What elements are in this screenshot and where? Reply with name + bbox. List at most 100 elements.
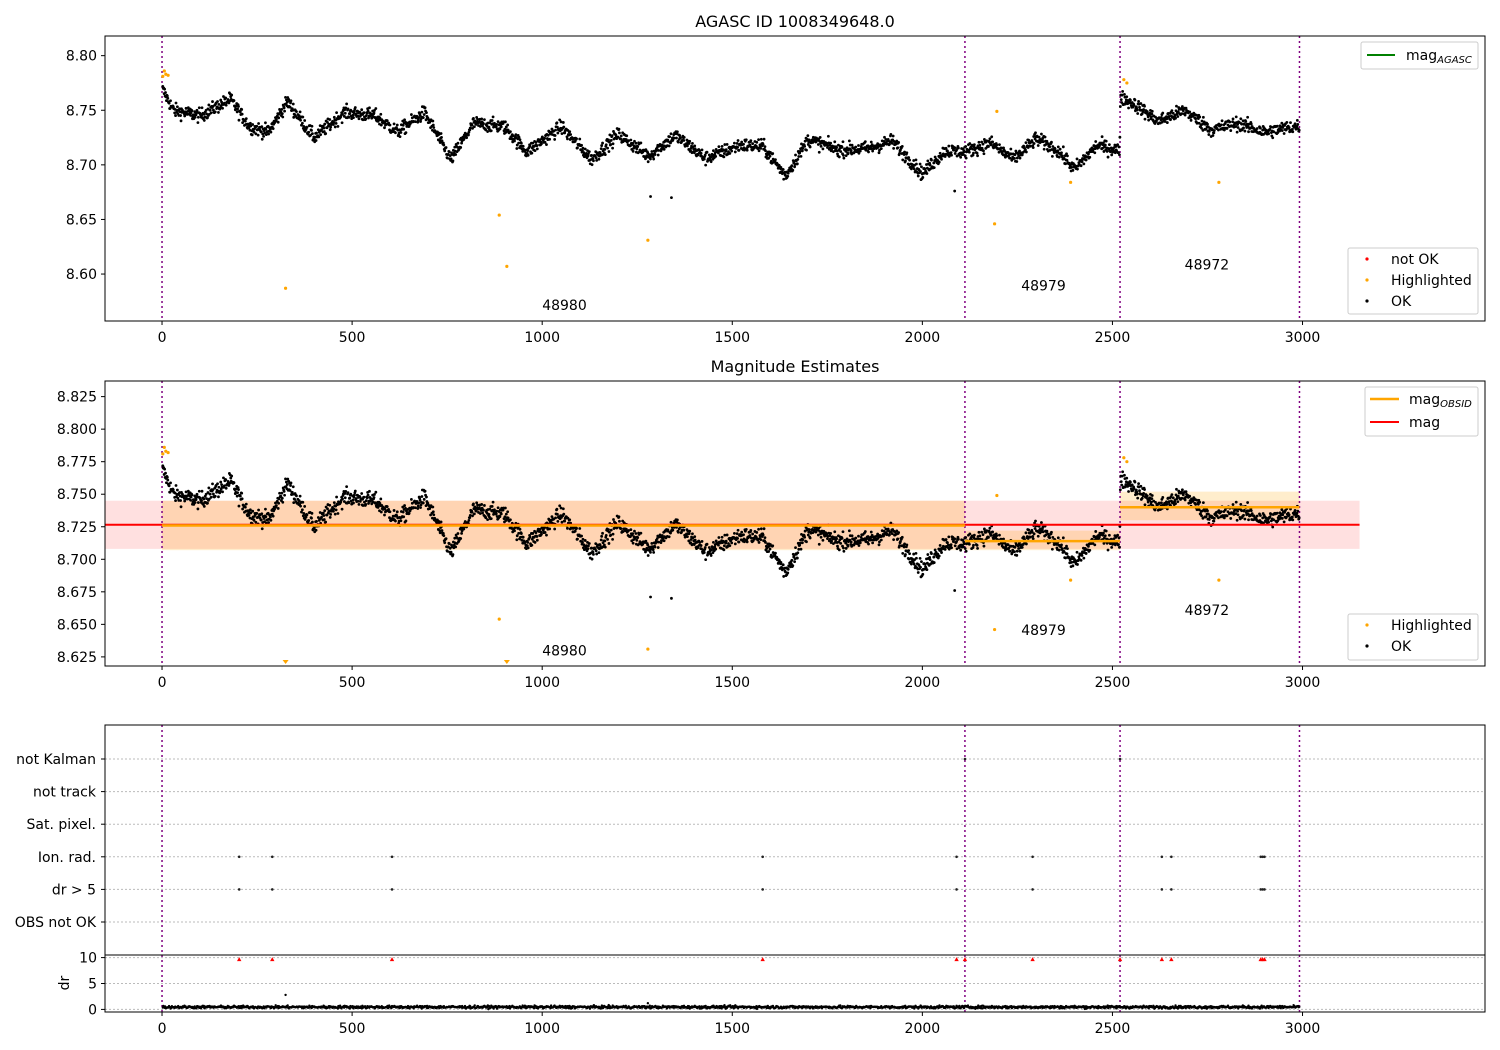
ok-point	[197, 489, 201, 493]
ok-point	[289, 99, 293, 103]
ok-point	[835, 537, 838, 541]
ok-point	[877, 151, 881, 155]
ok-point	[907, 549, 911, 553]
ok-point	[736, 528, 740, 532]
ok-point	[749, 139, 753, 143]
ok-point	[821, 147, 825, 151]
ok-point	[1228, 120, 1232, 124]
ok-point	[779, 166, 783, 169]
ok-point	[364, 502, 368, 506]
ok-point	[252, 130, 256, 134]
ok-point	[1287, 126, 1291, 129]
ok-point	[912, 159, 916, 162]
ok-point	[920, 560, 923, 564]
ok-point	[982, 149, 985, 153]
ok-point	[607, 528, 610, 532]
ok-point	[728, 152, 732, 155]
ok-point	[962, 150, 966, 154]
ok-point	[1171, 496, 1175, 500]
ok-point	[1103, 143, 1107, 147]
ok-point	[920, 165, 923, 169]
ok-point	[975, 151, 979, 155]
ok-point	[490, 504, 494, 508]
ok-point	[964, 156, 968, 160]
ok-point	[600, 144, 604, 147]
ok-point	[274, 118, 278, 122]
ok-point	[761, 533, 765, 537]
ok-point	[956, 537, 960, 541]
ok-point	[938, 151, 942, 155]
ok-point	[1247, 518, 1250, 522]
ok-point	[518, 527, 522, 531]
ok-point	[167, 101, 171, 105]
ok-point	[956, 146, 960, 150]
ok-point	[629, 138, 633, 142]
ok-point	[691, 532, 694, 536]
ok-point	[421, 501, 425, 505]
ok-point	[414, 120, 417, 123]
ok-point	[421, 116, 425, 120]
ok-point	[169, 481, 172, 485]
ok-point	[1037, 135, 1041, 139]
ok-point	[649, 157, 652, 161]
ok-point	[326, 121, 329, 124]
ok-point	[932, 555, 936, 559]
ok-point	[235, 110, 239, 114]
ok-point	[844, 154, 848, 158]
ok-point	[1297, 128, 1301, 132]
ok-point	[196, 121, 200, 124]
ok-point	[451, 553, 455, 556]
ok-point	[379, 123, 383, 127]
ok-point	[705, 150, 709, 154]
ok-point	[1289, 121, 1292, 125]
ok-point	[704, 558, 708, 562]
ok-point	[383, 126, 386, 130]
ok-point	[1040, 521, 1043, 524]
ok-point	[526, 541, 530, 544]
highlighted-point	[992, 222, 997, 226]
ok-point	[819, 144, 823, 148]
ok-point	[264, 127, 268, 131]
ok-point	[744, 527, 748, 531]
ok-point	[757, 541, 761, 544]
ok-point	[221, 490, 224, 494]
ok-point	[280, 107, 284, 111]
ok-point	[515, 538, 519, 542]
ok-point	[949, 543, 953, 547]
ok-point	[506, 128, 510, 132]
ok-point	[553, 138, 557, 141]
ok-point	[915, 162, 918, 166]
ok-point	[211, 482, 214, 486]
ok-point	[440, 529, 444, 532]
ok-point	[230, 93, 234, 97]
ok-point	[989, 143, 993, 146]
ok-point	[803, 535, 807, 539]
ok-point	[322, 518, 326, 521]
ok-point	[1267, 520, 1271, 524]
ok-point	[526, 546, 530, 550]
ok-point	[635, 147, 639, 151]
ok-point	[189, 498, 193, 502]
ok-point	[410, 113, 413, 116]
ok-point	[918, 556, 922, 560]
ok-point	[237, 488, 240, 492]
ok-point	[416, 504, 420, 508]
ok-point	[916, 174, 920, 178]
ok-point	[314, 139, 318, 142]
ok-point	[224, 103, 228, 107]
ok-point	[1285, 120, 1289, 124]
ok-point	[608, 133, 612, 137]
ok-point	[417, 501, 421, 505]
ok-point	[1135, 492, 1139, 496]
ok-point	[671, 138, 675, 142]
ok-point	[562, 512, 566, 516]
ok-point	[1117, 536, 1121, 540]
ok-point	[1064, 162, 1068, 166]
ok-point	[335, 495, 338, 499]
ok-point	[260, 527, 264, 531]
ok-point	[247, 513, 251, 517]
ok-point	[631, 541, 635, 545]
ok-point	[302, 124, 306, 128]
ok-point	[839, 542, 843, 545]
